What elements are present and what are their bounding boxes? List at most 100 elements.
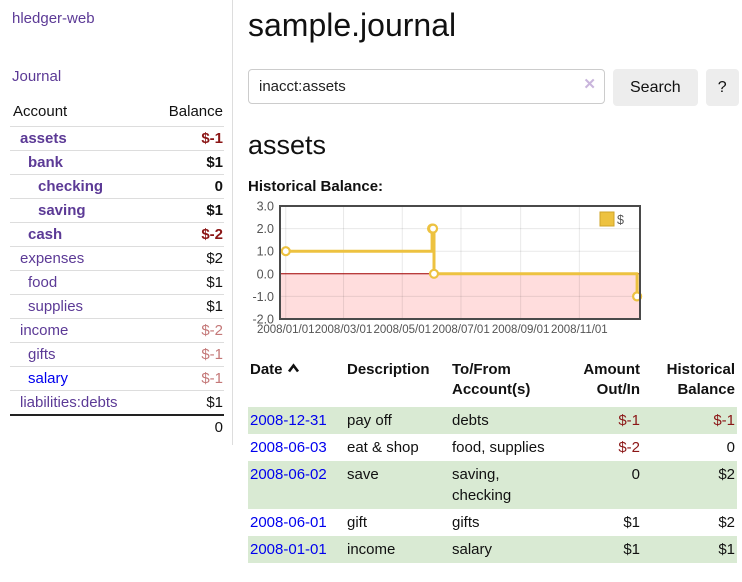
accounts-table: Account Balance assets $-1 bank $1 checking 0… (10, 100, 224, 439)
transaction-accounts-cell: debts (450, 407, 562, 434)
account-link[interactable]: cash (28, 226, 63, 243)
transaction-amount-cell: $1 (623, 514, 640, 531)
svg-text:-1.0: -1.0 (252, 290, 274, 304)
sort-ascending-icon (287, 360, 300, 380)
register-header-amount-line2: Out/In (596, 381, 640, 398)
register-header-date[interactable]: Date (248, 360, 345, 407)
register-row: 2008-06-03 eat & shop food, supplies $-2 0 (248, 434, 737, 461)
account-row: supplies $1 (10, 294, 224, 319)
transaction-date-cell: 2008-01-01 (248, 536, 345, 563)
transaction-accounts-cell: gifts (452, 514, 480, 531)
account-balance: $-2 (142, 222, 224, 247)
account-link[interactable]: expenses (20, 250, 85, 267)
svg-text:0.0: 0.0 (257, 267, 274, 281)
register-row: 2008-01-01 income salary $1 $1 (248, 536, 737, 563)
account-name-cell: assets (10, 126, 143, 151)
transaction-amount-cell: 0 (562, 461, 642, 509)
sidebar: hledger-web Journal Account Balance asse… (0, 0, 233, 445)
transaction-amount-cell: $1 (562, 536, 642, 563)
account-name-cell: income (10, 318, 143, 343)
account-row: income $-2 (10, 318, 224, 343)
transaction-amount-cell: $-2 (618, 439, 640, 456)
svg-text:2008/03/01: 2008/03/01 (315, 324, 373, 336)
svg-text:3.0: 3.0 (257, 201, 274, 214)
transaction-date-cell: 2008-06-03 (248, 434, 345, 461)
account-balance: 0 (142, 174, 224, 199)
account-link[interactable]: supplies (28, 298, 84, 315)
account-link[interactable]: checking (38, 178, 104, 195)
register-header-balance-line1: Historical (666, 361, 735, 378)
account-row: checking 0 (10, 174, 224, 199)
search-input[interactable] (248, 69, 605, 104)
register-header-amount-line1: Amount (583, 361, 640, 378)
svg-text:2008/11/01: 2008/11/01 (551, 324, 608, 336)
register-header-accounts: To/From Account(s) (450, 360, 562, 407)
account-balance: $-1 (142, 126, 224, 151)
help-button[interactable]: ? (705, 69, 739, 106)
register-header-date-label: Date (250, 361, 283, 378)
svg-text:2008/09/01: 2008/09/01 (492, 324, 550, 336)
account-name-cell: checking (10, 174, 143, 199)
transaction-balance-cell: $1 (642, 536, 737, 563)
transaction-date-cell: 2008-12-31 (248, 407, 345, 434)
account-link[interactable]: assets (20, 130, 67, 147)
account-name-cell: gifts (10, 342, 143, 367)
accounts-total-spacer (10, 414, 143, 439)
transaction-date-link[interactable]: 2008-12-31 (250, 412, 327, 429)
transaction-balance-cell: $-1 (642, 407, 737, 434)
account-balance: $1 (142, 198, 224, 223)
register-header-balance: Historical Balance (642, 360, 737, 407)
register-header-amount: Amount Out/In (562, 360, 642, 407)
transaction-balance-cell: 0 (726, 439, 735, 456)
search-button[interactable]: Search (613, 69, 698, 106)
register-header-description: Description (347, 361, 430, 378)
transaction-description-cell: gift (347, 514, 368, 531)
account-name-cell: salary (10, 366, 143, 391)
register-row: 2008-06-01 gift gifts $1 $2 (248, 509, 737, 536)
account-link[interactable]: income (20, 322, 69, 339)
account-balance: $1 (142, 294, 224, 319)
account-row: assets $-1 (10, 126, 224, 151)
nav-journal-link[interactable]: Journal (12, 68, 62, 85)
account-balance: $1 (142, 390, 224, 415)
transaction-date-link[interactable]: 2008-06-03 (250, 439, 327, 456)
search-bar: ✕ Search ? (248, 69, 742, 106)
account-balance: $-1 (142, 342, 224, 367)
account-name-cell: expenses (10, 246, 143, 271)
account-row: gifts $-1 (10, 342, 224, 367)
svg-text:2008/07/01: 2008/07/01 (432, 324, 490, 336)
account-balance: $1 (142, 150, 224, 175)
account-link[interactable]: bank (28, 154, 64, 171)
register-header-balance-line2: Balance (677, 381, 735, 398)
main-content: sample.journal ✕ Search ? assets Histori… (248, 0, 742, 563)
account-name-cell: saving (10, 198, 143, 223)
brand-link[interactable]: hledger-web (12, 10, 95, 27)
register-row: 2008-12-31 pay off debts $-1 $-1 (248, 407, 737, 434)
account-balance: $-2 (142, 318, 224, 343)
account-row: salary $-1 (10, 366, 224, 391)
transaction-description-cell: save (345, 461, 450, 509)
accounts-header-account: Account (13, 103, 68, 120)
svg-text:2008/01/01: 2008/01/01 (257, 324, 315, 336)
svg-text:$: $ (617, 213, 624, 227)
account-row: saving $1 (10, 198, 224, 223)
account-name-cell: bank (10, 150, 143, 175)
account-link[interactable]: food (28, 274, 58, 291)
clear-search-icon[interactable]: ✕ (583, 76, 596, 93)
transaction-date-link[interactable]: 2008-01-01 (250, 541, 327, 558)
transaction-date-link[interactable]: 2008-06-02 (250, 466, 327, 483)
account-heading: assets (248, 130, 327, 160)
account-name-cell: liabilities:debts (10, 390, 143, 415)
transaction-description-cell: income (345, 536, 450, 563)
register-table: Date Description To/From Account(s) Amou… (248, 360, 737, 563)
account-link[interactable]: liabilities:debts (20, 394, 118, 411)
account-link[interactable]: gifts (28, 346, 56, 363)
account-link[interactable]: salary (28, 370, 69, 387)
register-table-body: 2008-12-31 pay off debts $-1 $-1 2008-06-03 ea… (248, 407, 737, 563)
account-link[interactable]: saving (38, 202, 86, 219)
account-balance: $1 (142, 270, 224, 295)
transaction-balance-cell: $2 (642, 461, 737, 509)
account-name-cell: cash (10, 222, 143, 247)
transaction-date-link[interactable]: 2008-06-01 (250, 514, 327, 531)
